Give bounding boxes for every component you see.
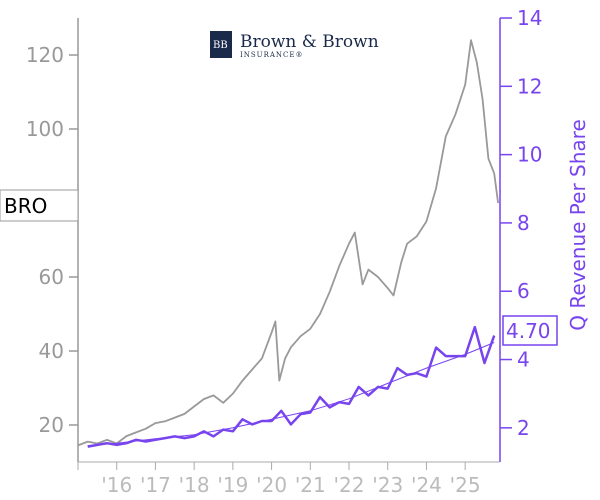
right-axis-tick-label: 14 bbox=[517, 6, 542, 30]
x-axis-tick-label: '22 bbox=[334, 473, 365, 497]
right-axis-tick-label: 6 bbox=[517, 279, 530, 303]
right-axis-tick-label: 8 bbox=[517, 211, 530, 235]
x-axis-tick-label: '21 bbox=[295, 473, 326, 497]
left-axis-tick-label: 20 bbox=[39, 413, 64, 437]
brand-logo: BB Brown & Brown INSURANCE® bbox=[210, 31, 379, 59]
brand-logo-name: Brown & Brown bbox=[240, 32, 379, 52]
right-axis: 2 4 6 8 10 12 14 bbox=[499, 6, 542, 462]
ticker-label: BRO bbox=[0, 189, 79, 222]
right-axis-tick-label: 10 bbox=[517, 143, 542, 167]
left-axis-tick-label: 60 bbox=[39, 265, 64, 289]
x-axis-tick-label: '24 bbox=[411, 473, 442, 497]
x-axis: '16 '17 '18 '19 '20 '21 '22 '23 '24 '25 bbox=[77, 461, 500, 497]
ticker-box bbox=[0, 189, 79, 222]
brand-logo-subtitle: INSURANCE® bbox=[240, 51, 304, 59]
left-axis-tick-label: 40 bbox=[39, 339, 64, 363]
x-axis-tick-label: '18 bbox=[179, 473, 210, 497]
x-axis-tick-label: '16 bbox=[101, 473, 132, 497]
x-axis-tick-label: '17 bbox=[140, 473, 171, 497]
brand-logo-mark bbox=[210, 31, 232, 58]
ticker-text: BRO bbox=[4, 194, 47, 218]
right-axis-tick-label: 2 bbox=[517, 416, 530, 440]
price-line bbox=[77, 39, 499, 447]
right-axis-label: Q Revenue Per Share bbox=[566, 119, 590, 331]
left-axis-tick-label: 100 bbox=[26, 117, 64, 141]
last-value-text: 4.70 bbox=[506, 319, 551, 343]
revenue-trend-line bbox=[87, 342, 495, 447]
right-axis-tick-label: 4 bbox=[517, 348, 530, 372]
x-axis-tick-label: '25 bbox=[450, 473, 481, 497]
x-axis-tick-label: '23 bbox=[372, 473, 403, 497]
x-axis-tick-label: '20 bbox=[256, 473, 287, 497]
left-axis: 20 40 60 100 120 bbox=[26, 18, 79, 462]
revenue-line bbox=[87, 325, 496, 448]
x-axis-tick-label: '19 bbox=[217, 473, 248, 497]
plot-area bbox=[77, 39, 499, 448]
last-value-label: 4.70 bbox=[502, 315, 558, 346]
left-axis-tick-label: 120 bbox=[26, 43, 64, 67]
last-value-box bbox=[502, 315, 558, 346]
right-axis-tick-label: 12 bbox=[517, 74, 542, 98]
brand-logo-mark-text: BB bbox=[213, 40, 228, 51]
